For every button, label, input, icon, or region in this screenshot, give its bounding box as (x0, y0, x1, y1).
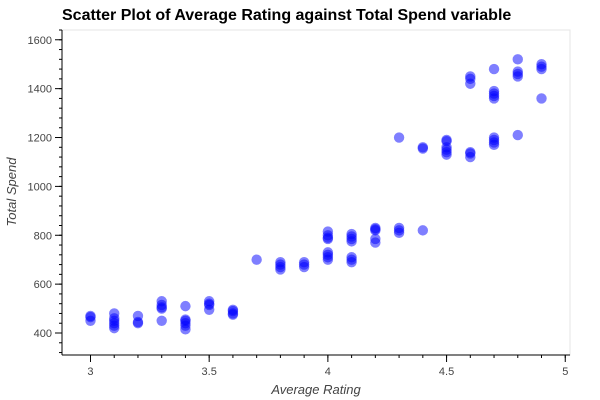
data-point (203, 296, 215, 307)
minor-ticks (59, 29, 566, 358)
data-point (512, 54, 523, 65)
data-point (465, 71, 476, 82)
data-point (322, 247, 334, 258)
data-point (465, 146, 476, 158)
data-point (85, 310, 96, 322)
data-point (346, 252, 357, 263)
y-tick-label: 800 (34, 230, 52, 242)
data-point (180, 300, 191, 312)
data-point (156, 296, 167, 307)
data-point (512, 129, 523, 141)
major-ticks (55, 39, 566, 362)
data-point (227, 304, 239, 315)
data-point (536, 59, 547, 70)
data-point (132, 310, 144, 322)
data-point (370, 222, 381, 234)
y-tick-label: 1400 (28, 84, 52, 96)
y-tick-label: 1600 (28, 35, 52, 47)
y-tick-label: 1000 (28, 181, 52, 193)
chart-title: Scatter Plot of Average Rating against T… (62, 7, 512, 24)
data-point (488, 85, 500, 97)
y-tick-label: 400 (34, 328, 52, 340)
tick-labels: 3 3.5 4 4.5 5 400 600 800 1000 1200 1400 1600 (28, 35, 569, 378)
data-point (393, 132, 405, 143)
x-tick-label: 3.5 (202, 366, 217, 378)
x-axis-label: Average Rating (270, 382, 361, 397)
y-tick-label: 600 (34, 279, 52, 291)
data-point (346, 228, 357, 240)
data-point (488, 132, 500, 143)
data-point (370, 233, 381, 245)
data-point (488, 63, 500, 75)
plot-frame (61, 29, 571, 356)
data-point (180, 314, 191, 325)
data-point (322, 226, 334, 237)
data-point (109, 308, 120, 319)
x-tick-label: 5 (562, 366, 568, 378)
data-point (441, 134, 452, 146)
x-tick-label: 4.5 (439, 366, 454, 378)
data-point (298, 256, 310, 268)
data-point (417, 142, 429, 153)
data-point (251, 254, 262, 265)
x-tick-label: 4 (325, 366, 331, 378)
y-axis-label: Total Spend (4, 157, 19, 227)
data-point (536, 93, 547, 104)
data-points (85, 54, 547, 335)
y-tick-label: 1200 (28, 133, 52, 145)
data-point (156, 315, 167, 326)
data-point (512, 66, 523, 77)
data-point (417, 225, 429, 236)
x-tick-label: 3 (87, 366, 93, 378)
data-point (275, 256, 286, 268)
data-point (393, 222, 405, 234)
